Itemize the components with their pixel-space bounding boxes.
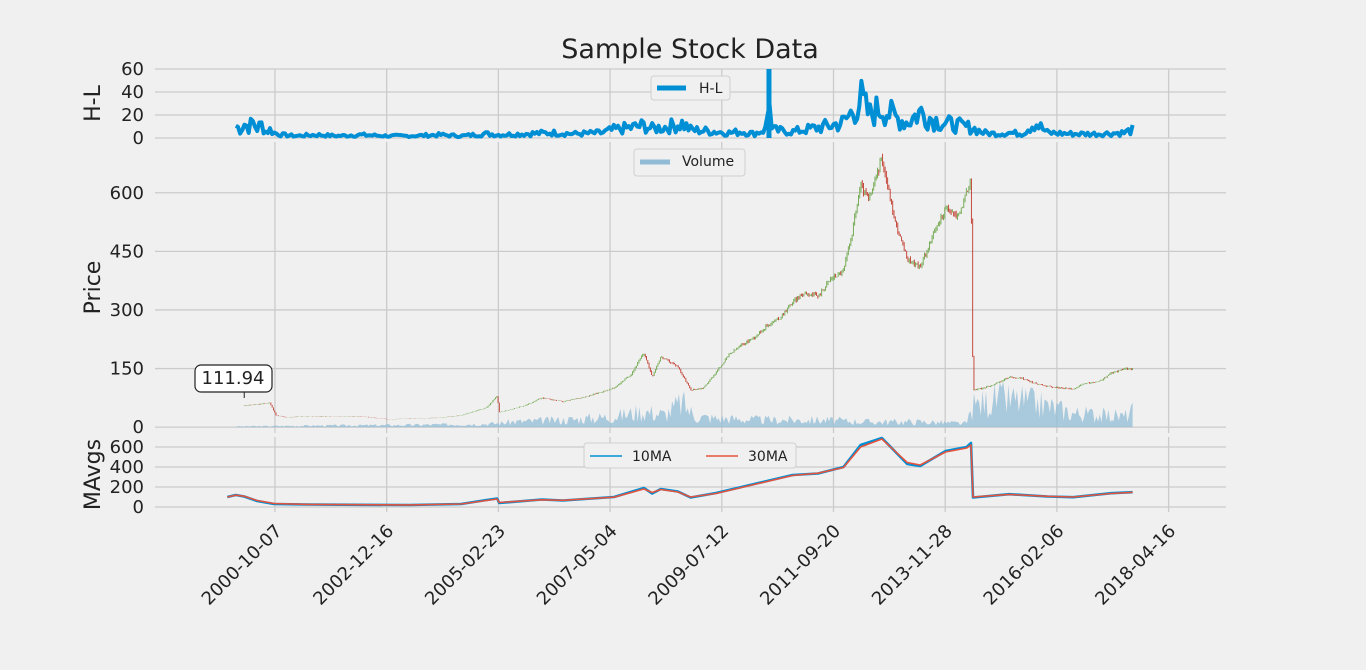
hl-legend: H-L (650, 75, 731, 101)
price-ytick-label: 450 (110, 241, 144, 262)
ma-ytick-label: 400 (110, 457, 144, 478)
candles (243, 153, 1134, 420)
hl-line (234, 78, 1135, 140)
hl-ytick-label: 40 (121, 82, 144, 103)
volume-area (235, 381, 1133, 428)
price-ytick-label: 600 (110, 183, 144, 204)
legend-30ma-label: 30MA (748, 449, 788, 465)
legend-hl-label: H-L (699, 81, 723, 97)
hl-ytick-label: 60 (121, 59, 144, 80)
legend-10ma-label: 10MA (632, 449, 672, 465)
hl-ytick-label: 20 (121, 105, 144, 126)
legend-volume-label: Volume (682, 154, 734, 170)
hl-ylabel: H-L (81, 84, 106, 121)
price-ylabel: Price (81, 261, 106, 315)
ma-line-30MA (227, 438, 1133, 506)
ma-legend: 10MA 30MA (583, 442, 797, 469)
price-ytick-label: 150 (110, 359, 144, 380)
price-plot-area (155, 142, 1226, 433)
ma-ytick-label: 600 (110, 437, 144, 458)
price-annotation: 111.94 (194, 364, 273, 393)
annotation-text: 111.94 (202, 368, 265, 389)
ma-ytick-label: 0 (133, 497, 144, 518)
ma-ytick-label: 200 (110, 477, 144, 498)
volume-legend: Volume (633, 148, 746, 177)
chart-title: Sample Stock Data (561, 34, 819, 65)
hl-ytick-label: 0 (133, 128, 144, 149)
price-ytick-label: 300 (110, 300, 144, 321)
price-panel: 0 150 300 450 600 Price (81, 142, 1226, 438)
ma-ylabel: MAvgs (81, 439, 106, 510)
price-ytick-label: 0 (133, 417, 144, 438)
